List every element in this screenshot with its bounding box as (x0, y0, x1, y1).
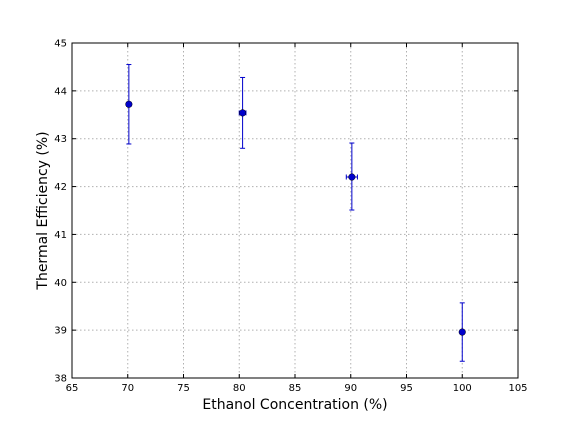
x-tick-label: 95 (400, 383, 413, 394)
x-tick-label: 75 (177, 383, 190, 394)
tick-labels: 65 70 75 80 85 90 95 100 105 38 39 40 41 42 43 44 45 (54, 39, 527, 395)
y-tick-label: 44 (54, 86, 67, 97)
y-tick-label: 42 (54, 182, 67, 193)
plot-frame (71, 42, 519, 379)
data-point (348, 173, 356, 181)
grid (71, 42, 519, 379)
y-tick-label: 38 (54, 374, 67, 385)
y-axis-label: Thermal Efficiency (%) (35, 131, 51, 290)
x-tick-label: 65 (66, 383, 79, 394)
data-point (458, 328, 466, 336)
data-marks (125, 64, 466, 362)
y-tick-label: 39 (54, 326, 67, 337)
y-tick-label: 41 (54, 230, 67, 241)
y-tick-label: 40 (54, 278, 67, 289)
x-axis-label: Ethanol Concentration (%) (202, 397, 387, 413)
x-tick-label: 85 (289, 383, 302, 394)
y-tick-label: 43 (54, 134, 67, 145)
x-tick-label: 80 (233, 383, 246, 394)
x-tick-label: 105 (508, 383, 527, 394)
data-point (125, 100, 133, 108)
x-tick-label: 70 (121, 383, 134, 394)
data-point (239, 109, 247, 117)
x-tick-label: 100 (453, 383, 472, 394)
y-tick-label: 45 (54, 39, 67, 50)
x-tick-label: 90 (344, 383, 357, 394)
